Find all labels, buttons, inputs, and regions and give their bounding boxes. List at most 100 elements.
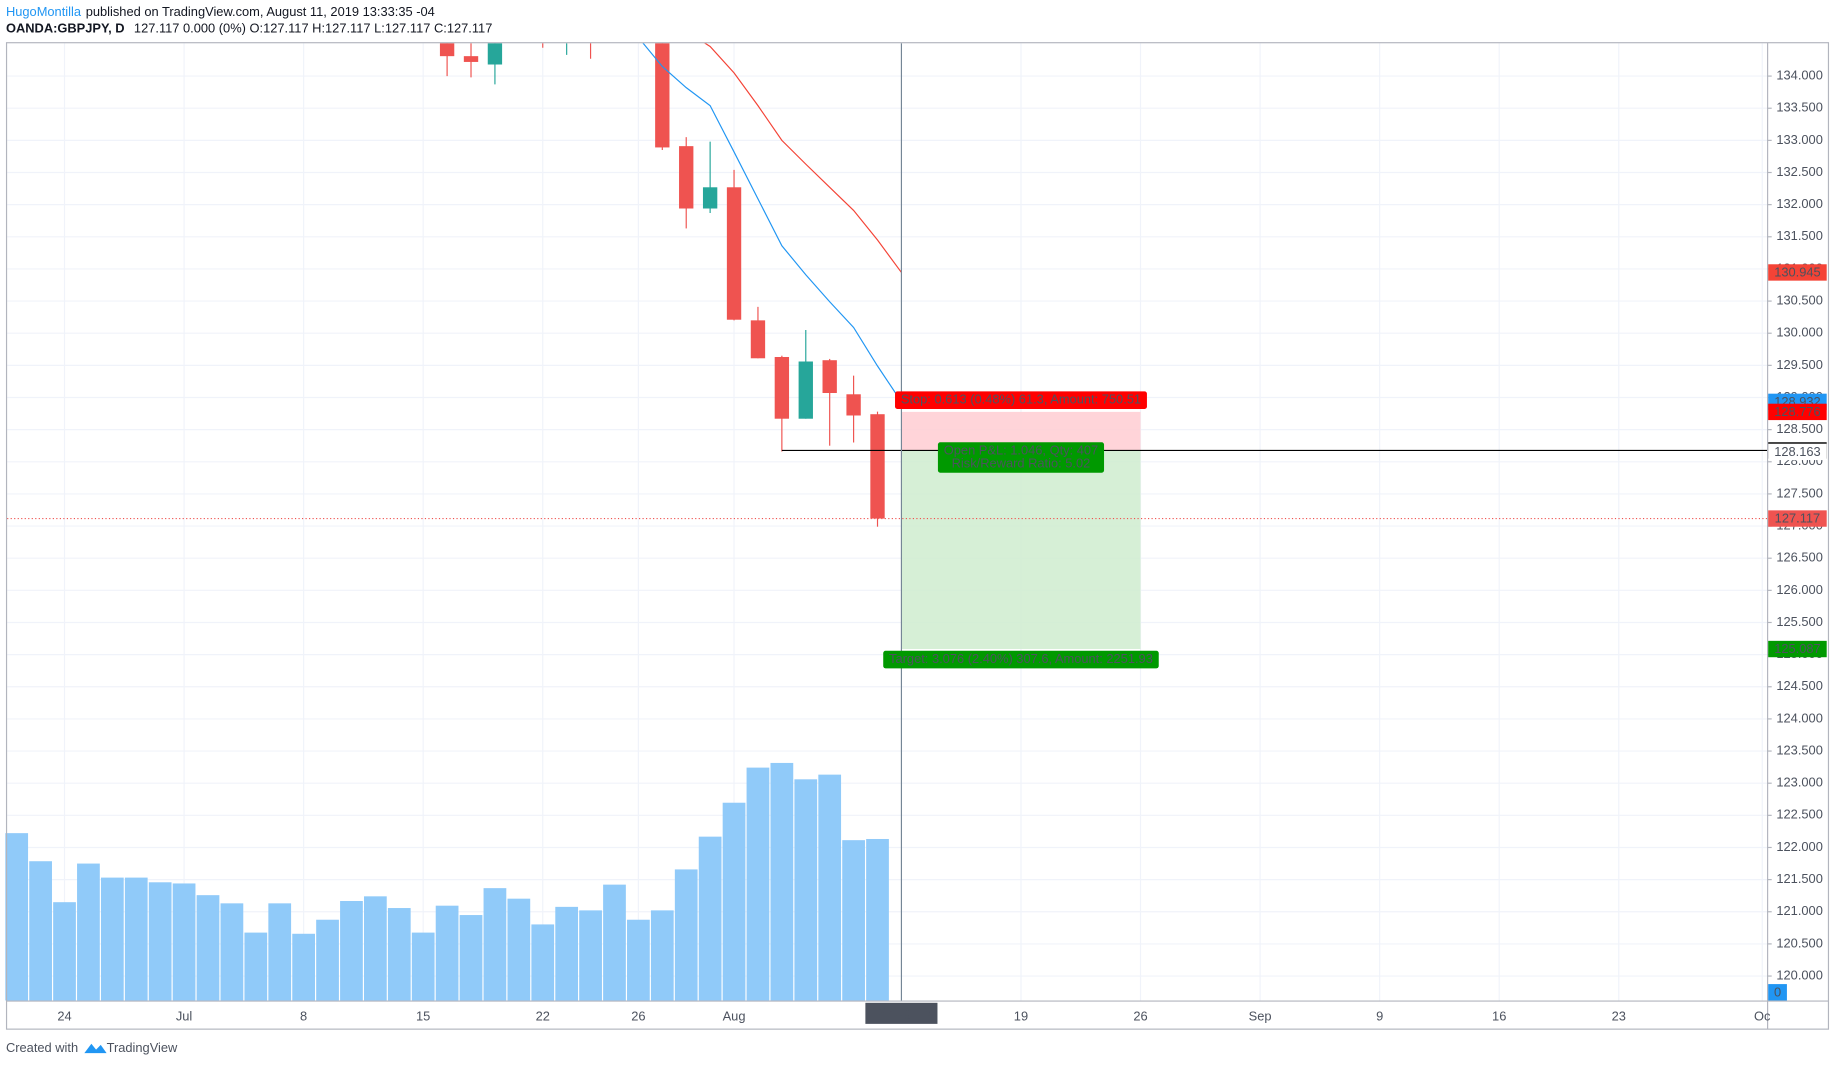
moving-average-badge-label: 130.945 — [1774, 264, 1820, 279]
volume-bar — [77, 863, 100, 1001]
y-tick-label: 130.000 — [1776, 325, 1822, 340]
volume-badge — [1768, 984, 1787, 1001]
volume-bar — [698, 836, 722, 1001]
candle-body — [774, 356, 790, 419]
header-line-1: HugoMontilla published on TradingView.com… — [6, 4, 435, 19]
volume-bar — [148, 882, 172, 1001]
symbol: OANDA:GBPJPY, D — [6, 21, 125, 36]
y-tick-label: 125.500 — [1776, 614, 1822, 629]
volume-bar — [507, 898, 531, 1001]
y-tick-label: 121.500 — [1776, 871, 1822, 886]
volume-bar — [866, 838, 889, 1001]
volume-bar — [674, 869, 698, 1001]
x-tick-label: 22 — [536, 1008, 550, 1023]
volume-bar — [579, 910, 602, 1001]
grid — [7, 43, 1768, 1001]
y-tick-label: 134.000 — [1776, 67, 1822, 82]
y-tick-label: 133.500 — [1776, 100, 1822, 115]
header-line-2: OANDA:GBPJPY, D 127.117 0.000 (0%) O:127.… — [6, 21, 492, 36]
volume-bar — [292, 933, 316, 1001]
y-tick-label: 122.500 — [1776, 807, 1822, 822]
volume-bar — [627, 919, 650, 1001]
candle-body — [750, 320, 766, 359]
stop-badge — [1768, 403, 1827, 421]
published-info: published on TradingView.com, August 11,… — [86, 4, 435, 19]
candle-body — [702, 187, 718, 209]
footer-brand[interactable]: TradingView — [107, 1040, 178, 1055]
y-tick-label: 124.500 — [1776, 678, 1822, 693]
pnl-label-box — [937, 442, 1105, 473]
target-label-text: Target: 3.076 (2.40%) 307.6, Amount: 225… — [889, 651, 1153, 666]
crosshair-price-badge — [1768, 443, 1827, 461]
quote: 127.117 0.000 (0%) O:127.117 H:127.117 L… — [134, 21, 492, 36]
volume-bar — [842, 840, 865, 1001]
y-tick-label: 126.000 — [1776, 582, 1822, 597]
x-tick-label: 16 — [1492, 1008, 1506, 1023]
volume-bar — [124, 877, 148, 1001]
y-tick-label: 126.500 — [1776, 550, 1822, 565]
volume-bar — [29, 861, 52, 1001]
candle-body — [679, 146, 694, 209]
x-tick-label: 15 — [416, 1008, 430, 1023]
candle-body — [870, 414, 885, 519]
pnl-label-text: Risk/Reward Ratio: 5.02 — [952, 455, 1091, 470]
x-tick-label: 19 — [1014, 1008, 1028, 1023]
stop-label-text: Stop: 0.613 (0.48%) 61.3, Amount: 750.51 — [901, 392, 1141, 407]
volume-bar — [722, 802, 746, 1001]
y-tick-label: 133.000 — [1776, 132, 1822, 147]
moving-average — [642, 43, 902, 403]
volume-bar — [650, 910, 674, 1001]
x-tick-label: Sep — [1249, 1008, 1272, 1023]
y-tick-label: 123.000 — [1776, 775, 1822, 790]
crosshair-price-badge-label: 128.163 — [1774, 444, 1820, 459]
y-tick-label: 132.000 — [1776, 196, 1822, 211]
volume-bar — [459, 915, 483, 1001]
volume-bar — [794, 779, 818, 1001]
volume-bar — [531, 924, 555, 1001]
volume-bar — [746, 767, 770, 1001]
moving-average-badge — [1768, 264, 1827, 281]
y-tick-label: 121.000 — [1776, 903, 1822, 918]
y-tick-label: 120.500 — [1776, 935, 1822, 950]
volume-bar — [363, 896, 387, 1001]
y-tick-label: 122.000 — [1776, 839, 1822, 854]
crosshair-time: 12 Aug '19 — [865, 1002, 938, 1024]
stop-badge-label: 128.776 — [1774, 404, 1820, 419]
volume-bar — [411, 932, 435, 1001]
target-label-box — [883, 650, 1159, 669]
candle-body — [798, 361, 813, 419]
candle-body — [726, 187, 742, 320]
y-tick-label: 129.500 — [1776, 357, 1822, 372]
volume-bar — [268, 903, 292, 1001]
x-tick-label: 23 — [1612, 1008, 1626, 1023]
x-tick-label: Oc — [1754, 1008, 1771, 1023]
x-tick-label: 26 — [1133, 1008, 1147, 1023]
candle-body — [463, 56, 479, 62]
crosshair-time-label: 12 Aug '19 — [871, 1005, 931, 1020]
pnl-label-text: Open P&L: 1.046, Qty: 407 — [944, 442, 1098, 457]
volume-bar — [387, 908, 411, 1001]
y-tick-label: 131.500 — [1776, 228, 1822, 243]
tradingview-logo — [84, 1043, 107, 1054]
y-tick-label: 124.000 — [1776, 710, 1822, 725]
target-badge — [1768, 640, 1827, 658]
x-tick-label: 26 — [631, 1008, 645, 1023]
volume-bar — [818, 774, 842, 1001]
author[interactable]: HugoMontilla — [6, 4, 82, 19]
overlay: Stop: 0.613 (0.48%) 61.3, Amount: 750.51… — [7, 43, 1768, 1001]
last-price-badge — [1768, 510, 1827, 527]
axes: 24 Jul 8 15 22 26 Aug 19 26 Sep 9 16 23 Oc 120.000 120.… — [57, 67, 1827, 1024]
volume-bar — [603, 884, 626, 1001]
x-tick-label: 24 — [57, 1008, 71, 1023]
volume-bar — [316, 919, 339, 1001]
x-tick-label: Jul — [176, 1008, 192, 1023]
volume-bar — [172, 883, 196, 1001]
x-tick-label: Aug — [723, 1008, 746, 1023]
y-tick-label: 127.500 — [1776, 485, 1822, 500]
volume-bar — [770, 762, 794, 1001]
y-tick-label: 120.000 — [1776, 967, 1822, 982]
last-price-badge-label: 127.117 — [1775, 511, 1821, 526]
volume-pane — [5, 762, 889, 1001]
x-tick-label: 8 — [300, 1008, 307, 1023]
